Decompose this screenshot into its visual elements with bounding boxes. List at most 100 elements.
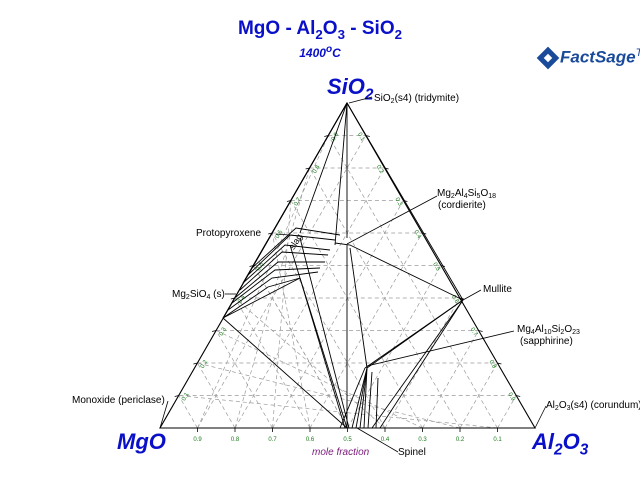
boundary-line	[227, 271, 319, 311]
grid-line	[422, 330, 479, 429]
tick-mark	[193, 362, 198, 365]
boundary-line	[235, 261, 325, 298]
label-sapphirine-name: (sapphirine)	[520, 336, 573, 347]
boundary-line	[242, 244, 331, 284]
grid-line	[253, 265, 348, 429]
grid-line	[197, 135, 329, 429]
boundary-line	[299, 237, 350, 429]
grid-line	[178, 395, 498, 429]
boundary-line	[222, 277, 301, 319]
tick-marks	[174, 135, 521, 432]
leader-line	[534, 405, 547, 429]
label-leaders	[159, 96, 547, 453]
boundary-line	[334, 102, 348, 246]
temperature-label: 1400oC	[299, 44, 341, 60]
tick-label: 0.6	[306, 437, 315, 443]
phase-boundaries	[160, 102, 464, 429]
boundary-line	[359, 367, 368, 429]
grid-line	[327, 135, 498, 429]
boundary-line	[251, 102, 348, 269]
leader-line	[462, 289, 482, 301]
tick-label: 0.1	[181, 391, 191, 402]
tick-mark	[497, 362, 502, 365]
leader-line	[159, 400, 169, 429]
tick-label: 0.1	[493, 437, 502, 443]
grid-line	[272, 200, 292, 429]
boundary-line	[366, 299, 464, 369]
tick-label: 0.4	[412, 229, 422, 240]
grid-line	[272, 200, 404, 429]
grid-line	[497, 395, 517, 429]
tick-label: 0.3	[418, 437, 427, 443]
grid-line	[290, 200, 423, 429]
tick-label: 0.8	[488, 359, 498, 370]
tick-label: 0.2	[456, 437, 465, 443]
tick-label: 0.3	[219, 326, 229, 337]
grid-line	[234, 297, 386, 429]
leader-line	[348, 96, 373, 104]
tick-label: 0.9	[193, 437, 202, 443]
boundary-line	[222, 317, 348, 429]
boundary-line	[239, 251, 329, 291]
factsage-logo-icon	[536, 46, 560, 70]
grid-line	[384, 297, 461, 429]
boundary-line	[222, 277, 301, 319]
tick-label: 0.5	[343, 437, 352, 443]
grid-line	[459, 362, 498, 429]
grid-line	[197, 362, 461, 429]
grid-line	[215, 330, 273, 429]
boundary-line	[367, 371, 373, 429]
tick-label: 0.8	[312, 164, 322, 175]
leader-line	[275, 233, 303, 237]
tick-mark	[516, 395, 521, 397]
boundary-line	[371, 299, 464, 429]
diagram-title: MgO - Al2O3 - SiO2	[237, 18, 403, 42]
vertex-mgo: MgO	[117, 429, 166, 454]
label-mullite: Mullite	[483, 284, 512, 295]
label-spinel: Spinel	[398, 447, 426, 458]
boundary-line	[334, 242, 464, 301]
boundary-line	[299, 102, 348, 234]
tick-mark	[212, 330, 217, 332]
grid-line	[178, 395, 198, 429]
label-tridymite: SiO2(s4) (tridymite)	[374, 93, 460, 105]
boundary-line	[231, 267, 321, 304]
tick-label: 0.7	[469, 327, 479, 338]
boundary-line	[379, 299, 464, 429]
tick-label: 0.9	[506, 392, 516, 403]
boundary-line	[349, 247, 368, 369]
boundary-line	[351, 367, 368, 429]
boundary-line	[346, 102, 464, 301]
label-sapphirine: Mg4Al10Si2O23	[517, 324, 580, 336]
tick-label: 0.6	[450, 294, 460, 305]
vertex-sio2: SiO2	[327, 74, 374, 104]
boundary-line	[339, 367, 366, 429]
leader-line	[346, 195, 438, 245]
boundary-line	[363, 367, 368, 429]
leader-line	[356, 427, 399, 453]
ternary-grid	[178, 135, 517, 429]
tick-labels: 0.9 0.1 0.1 0.8 0.2 0.2 0.7 0.3 0.3 0.6 0.4 0.4 0.5 0…	[181, 131, 516, 443]
tick-label: 0.3	[394, 197, 404, 208]
tick-label: 0.2	[200, 359, 210, 370]
label-cordierite: Mg2Al4Si5O18	[437, 188, 497, 200]
axis-caption: mole fraction	[312, 447, 370, 458]
tick-label: 0.9	[331, 131, 341, 142]
tick-label: 0.2	[375, 164, 385, 175]
boundary-line	[289, 244, 346, 429]
label-periclase: Monoxide (periclase)	[72, 395, 165, 406]
leader-line	[366, 330, 515, 367]
boundary-line	[251, 227, 341, 269]
tick-mark	[174, 395, 179, 397]
tick-label: 0.5	[431, 262, 441, 273]
boundary-line	[355, 367, 368, 429]
tick-label: 0.4	[381, 437, 390, 443]
grid-line	[197, 362, 236, 429]
tick-label: 0.1	[356, 132, 366, 143]
tick-label: 0.7	[293, 196, 303, 207]
logo-text: FactSageTM	[560, 47, 640, 67]
tick-label: 0.7	[268, 437, 277, 443]
label-forsterite: Mg2SiO4 (s)	[172, 289, 225, 301]
vertex-al2o3: Al2O3	[532, 429, 589, 459]
